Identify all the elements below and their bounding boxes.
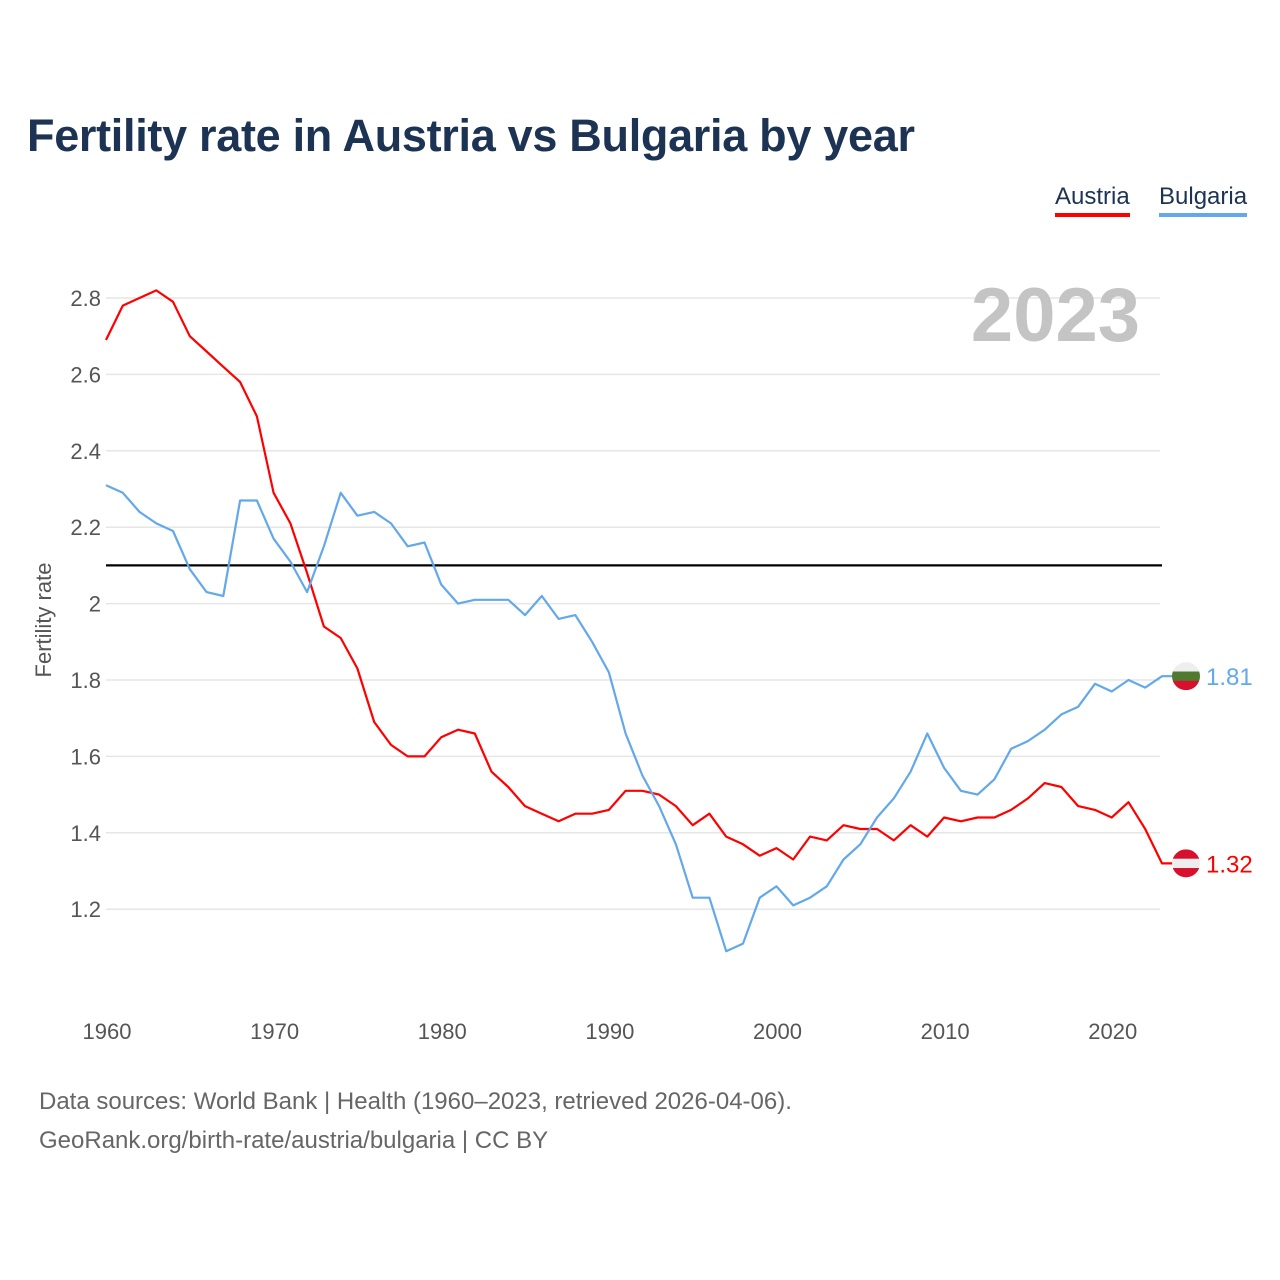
y-axis-label: Fertility rate [31,563,56,678]
bulgaria-flag-icon [1172,662,1200,691]
legend-bulgaria[interactable]: Bulgaria [1159,183,1248,217]
y-tick-label: 2 [89,592,101,617]
x-tick-label: 2000 [753,1019,802,1044]
legend-austria[interactable]: Austria [1055,183,1130,217]
credit-link[interactable]: GeoRank.org/birth-rate/austria/bulgaria … [39,1127,549,1154]
series-line-austria [105,289,1175,865]
series-line-bulgaria [105,484,1175,953]
y-tick-label: 1.2 [70,897,101,922]
chart-title: Fertility rate in Austria vs Bulgaria by… [27,110,915,161]
y-tick-label: 2.6 [70,362,101,387]
x-tick-label: 2020 [1088,1019,1137,1044]
year-label: 2023 [971,273,1140,358]
end-value-label: 1.81 [1206,664,1253,691]
x-tick-label: 1990 [585,1019,634,1044]
y-tick-label: 2.8 [70,286,101,311]
y-tick-label: 2.2 [70,515,101,540]
x-tick-label: 1980 [418,1019,467,1044]
y-tick-label: 2.4 [70,439,101,464]
austria-flag-icon [1172,849,1200,878]
y-tick-label: 1.6 [70,744,101,769]
end-value-label: 1.32 [1206,851,1253,878]
data-sources: Data sources: World Bank | Health (1960–… [39,1088,792,1115]
x-tick-label: 1960 [83,1019,132,1044]
x-tick-label: 2010 [921,1019,970,1044]
y-tick-label: 1.8 [70,668,101,693]
y-tick-label: 1.4 [70,821,101,846]
x-tick-label: 1970 [250,1019,299,1044]
